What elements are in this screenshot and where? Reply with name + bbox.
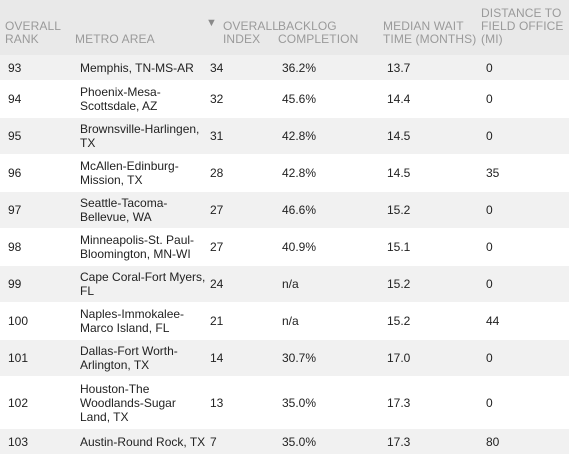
index-cell: 27 [210, 203, 224, 217]
wait-cell: 15.2 [387, 314, 411, 328]
rank-cell: 99 [8, 277, 22, 291]
header-line: DISTANCE TO [481, 6, 562, 20]
metro-cell: Dallas-Fort Worth-Arlington, TX [80, 344, 178, 372]
table-header: OVERALL RANK METRO AREA ▼ OVERALL INDEX BA… [0, 0, 569, 55]
distance-cell: 0 [486, 129, 493, 143]
table-row: 93 Memphis, TN-MS-AR 34 36.2% 13.7 0 [0, 55, 569, 81]
distance-cell: 35 [486, 166, 500, 180]
index-cell: 31 [210, 129, 224, 143]
table-row: 103 Austin-Round Rock, TX 7 35.0% 17.3 8… [0, 429, 569, 455]
metro-cell: Austin-Round Rock, TX [80, 434, 206, 449]
distance-cell: 0 [486, 203, 493, 217]
table-row: 97 Seattle-Tacoma-Bellevue, WA 27 46.6% … [0, 192, 569, 229]
table-row: 96 McAllen-Edinburg-Mission, TX 28 42.8%… [0, 155, 569, 192]
column-header-backlog-completion[interactable]: BACKLOG COMPLETION [278, 0, 378, 55]
wait-cell: 15.2 [387, 203, 411, 217]
metro-cell: Naples-Immokalee-Marco Island, FL [80, 307, 185, 335]
header-line: COMPLETION [278, 32, 359, 46]
metro-cell: Houston-The Woodlands-Sugar Land, TX [80, 381, 176, 424]
header-line: MEDIAN WAIT [383, 19, 464, 33]
header-line: RANK [5, 32, 39, 46]
rankings-table: OVERALL RANK METRO AREA ▼ OVERALL INDEX BA… [0, 0, 569, 455]
backlog-cell: 30.7% [282, 351, 317, 365]
backlog-cell: n/a [282, 277, 299, 291]
table-row: 95 Brownsville-Harlingen, TX 31 42.8% 14… [0, 118, 569, 155]
column-header-median-wait-time[interactable]: MEDIAN WAIT TIME (MONTHS) [383, 0, 483, 55]
table-body: 93 Memphis, TN-MS-AR 34 36.2% 13.7 0 94 … [0, 55, 569, 455]
wait-cell: 13.7 [387, 60, 411, 75]
index-cell: 21 [210, 314, 224, 328]
index-cell: 24 [210, 277, 224, 291]
distance-cell: 0 [486, 351, 493, 365]
triangle-down-icon: ▼ [206, 17, 217, 29]
backlog-cell: 35.0% [282, 434, 317, 449]
index-cell: 28 [210, 166, 224, 180]
table-row: 102 Houston-The Woodlands-Sugar Land, TX… [0, 377, 569, 429]
rank-cell: 103 [8, 434, 29, 449]
metro-cell: Cape Coral-Fort Myers, FL [80, 270, 206, 298]
table-row: 94 Phoenix-Mesa-Scottsdale, AZ 32 45.6% … [0, 81, 569, 118]
rank-cell: 95 [8, 129, 22, 143]
rank-cell: 93 [8, 60, 22, 75]
wait-cell: 17.3 [387, 434, 411, 449]
distance-cell: 0 [486, 277, 493, 291]
backlog-cell: 35.0% [282, 395, 317, 410]
column-header-overall-index[interactable]: OVERALL INDEX [223, 0, 280, 55]
distance-cell: 0 [486, 60, 493, 75]
backlog-cell: 40.9% [282, 240, 317, 254]
index-cell: 32 [210, 92, 224, 106]
header-line: INDEX [223, 32, 261, 46]
header-line: FIELD OFFICE [481, 19, 564, 33]
wait-cell: 14.4 [387, 92, 411, 106]
metro-cell: Phoenix-Mesa-Scottsdale, AZ [80, 85, 161, 113]
header-line: (MI) [481, 32, 503, 46]
column-header-overall-rank[interactable]: OVERALL RANK [5, 0, 65, 55]
table-row: 98 Minneapolis-St. Paul-Bloomington, MN-… [0, 229, 569, 266]
rank-cell: 94 [8, 92, 22, 106]
column-header-metro-area[interactable]: METRO AREA [75, 0, 203, 55]
distance-cell: 44 [486, 314, 500, 328]
header-line: BACKLOG [278, 19, 337, 33]
distance-cell: 0 [486, 395, 493, 410]
header-line: OVERALL [223, 19, 280, 33]
wait-cell: 14.5 [387, 129, 411, 143]
backlog-cell: 45.6% [282, 92, 317, 106]
header-line: TIME (MONTHS) [383, 32, 477, 46]
index-cell: 14 [210, 351, 224, 365]
table-row: 101 Dallas-Fort Worth-Arlington, TX 14 3… [0, 340, 569, 377]
distance-cell: 0 [486, 92, 493, 106]
distance-cell: 0 [486, 240, 493, 254]
wait-cell: 15.2 [387, 277, 411, 291]
backlog-cell: 42.8% [282, 129, 317, 143]
metro-cell: Brownsville-Harlingen, TX [80, 122, 200, 150]
backlog-cell: 42.8% [282, 166, 317, 180]
index-cell: 27 [210, 240, 224, 254]
wait-cell: 14.5 [387, 166, 411, 180]
index-cell: 7 [210, 434, 217, 449]
backlog-cell: 36.2% [282, 60, 317, 75]
rank-cell: 97 [8, 203, 22, 217]
column-header-distance-to-field-office[interactable]: DISTANCE TO FIELD OFFICE (MI) [481, 0, 569, 55]
table-row: 100 Naples-Immokalee-Marco Island, FL 21… [0, 303, 569, 340]
table-row: 99 Cape Coral-Fort Myers, FL 24 n/a 15.2… [0, 266, 569, 303]
index-cell: 34 [210, 60, 224, 75]
rank-cell: 96 [8, 166, 22, 180]
wait-cell: 17.0 [387, 351, 411, 365]
index-cell: 13 [210, 395, 224, 410]
metro-cell: McAllen-Edinburg-Mission, TX [80, 159, 179, 187]
rank-cell: 102 [8, 395, 29, 410]
rank-cell: 101 [8, 351, 29, 365]
header-line: METRO AREA [75, 32, 155, 46]
backlog-cell: n/a [282, 314, 299, 328]
rank-cell: 98 [8, 240, 22, 254]
distance-cell: 80 [486, 434, 500, 449]
metro-cell: Seattle-Tacoma-Bellevue, WA [80, 196, 168, 224]
header-line: OVERALL [5, 19, 62, 33]
wait-cell: 17.3 [387, 395, 411, 410]
rank-cell: 100 [8, 314, 29, 328]
metro-cell: Memphis, TN-MS-AR [80, 60, 194, 75]
wait-cell: 15.1 [387, 240, 411, 254]
backlog-cell: 46.6% [282, 203, 317, 217]
metro-cell: Minneapolis-St. Paul-Bloomington, MN-WI [80, 233, 195, 261]
